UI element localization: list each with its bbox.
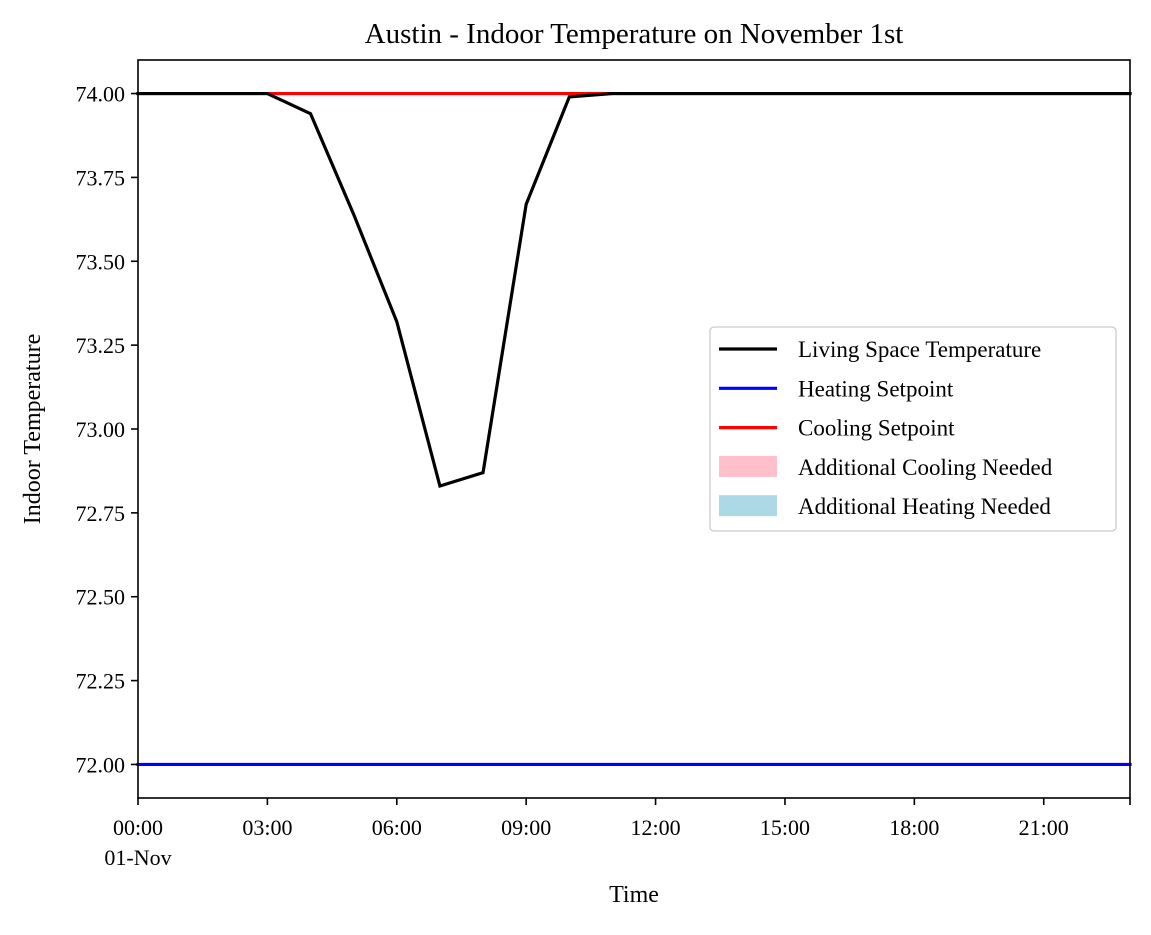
- x-tick-label: 03:00: [242, 815, 292, 840]
- y-axis-label: Indoor Temperature: [20, 334, 46, 524]
- legend-label-heating-setpoint: Heating Setpoint: [798, 376, 954, 401]
- x-tick-label: 00:00: [113, 815, 163, 840]
- series-line-living-space-temperature: [136, 91, 1132, 489]
- x-tick-label: 21:00: [1019, 815, 1069, 840]
- legend-entries: Living Space Temperature Heating Setpoint…: [719, 337, 1053, 519]
- legend-box: [709, 326, 1117, 532]
- x-tick-sublabel: 01-Nov: [104, 845, 171, 870]
- y-tick-label: 73.25: [76, 333, 126, 358]
- y-tick-label: 74.00: [76, 82, 126, 107]
- legend-label-additional-heating-needed: Additional Heating Needed: [798, 494, 1051, 519]
- x-tick-label: 18:00: [889, 815, 939, 840]
- y-tick-label: 73.50: [76, 249, 126, 274]
- chart-title: Austin - Indoor Temperature on November …: [365, 18, 904, 50]
- x-axis-label: Time: [609, 882, 659, 908]
- legend-label-cooling-setpoint: Cooling Setpoint: [798, 416, 955, 441]
- x-axis: 00:00 01-Nov 03:00 06:00 09:00 12:00 15:00 18:0…: [104, 798, 1131, 870]
- y-tick-label: 72.75: [76, 501, 126, 526]
- x-tick-label: 09:00: [501, 815, 551, 840]
- series-layer: [136, 91, 1132, 767]
- legend-swatch-additional-cooling-needed: [719, 455, 777, 477]
- legend-label-living-space-temperature: Living Space Temperature: [798, 337, 1041, 362]
- x-tick-label: 12:00: [631, 815, 681, 840]
- legend-label-additional-cooling-needed: Additional Cooling Needed: [798, 455, 1053, 480]
- y-tick-label: 72.00: [76, 752, 126, 777]
- y-axis: 72.00 72.25 72.50 72.75 73.00 73.25 73.50 73.75…: [76, 82, 138, 777]
- y-tick-label: 72.50: [76, 585, 126, 610]
- y-tick-label: 73.75: [76, 165, 126, 190]
- y-tick-label: 73.00: [76, 417, 126, 442]
- x-tick-label: 15:00: [760, 815, 810, 840]
- legend-swatch-additional-heating-needed: [719, 495, 777, 517]
- y-tick-label: 72.25: [76, 669, 126, 694]
- x-tick-label: 06:00: [372, 815, 422, 840]
- legend: Living Space Temperature Heating Setpoint…: [709, 326, 1117, 532]
